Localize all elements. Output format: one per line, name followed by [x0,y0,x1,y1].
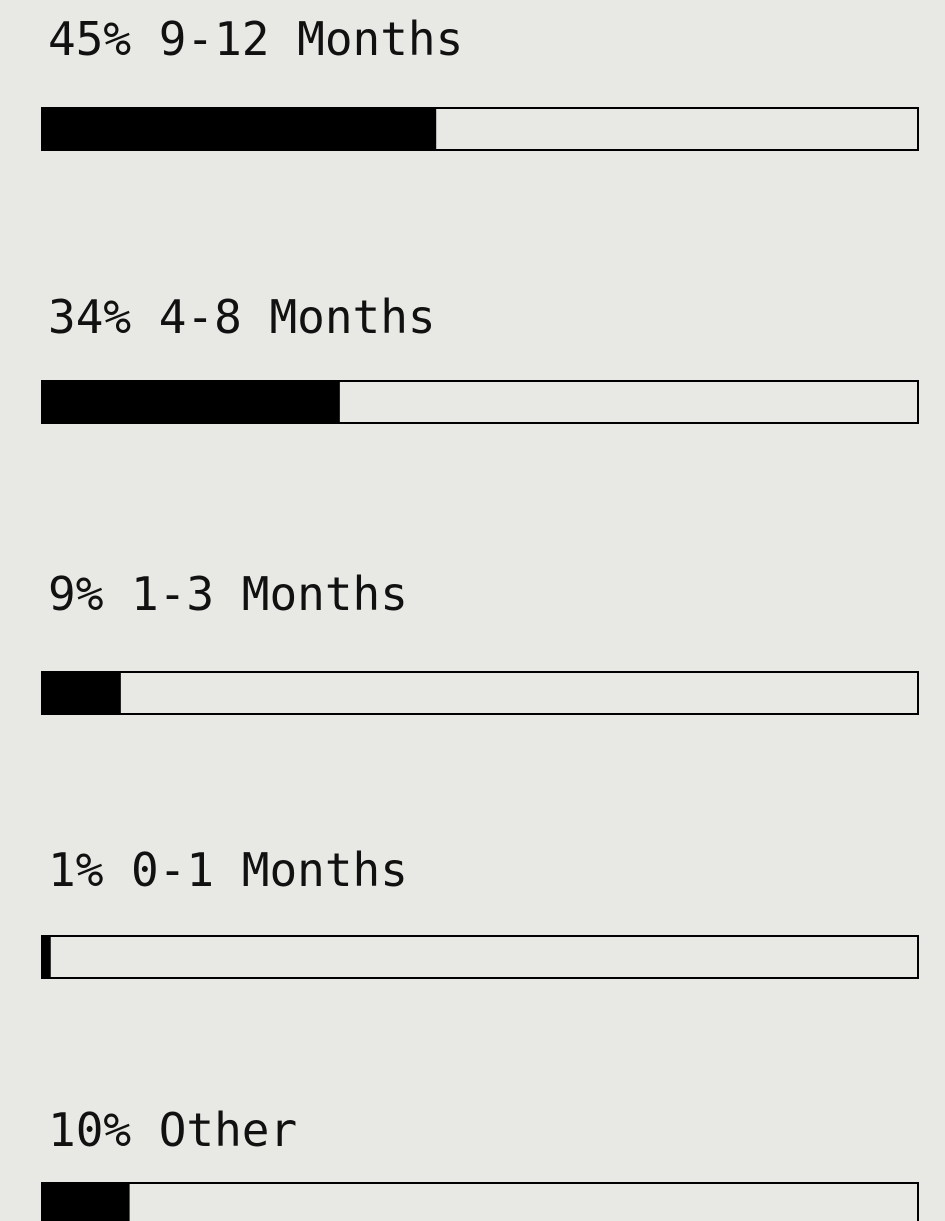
bar [42,672,121,714]
progress-row: 45% 9-12 Months [41,12,919,151]
category-label: 9-12 Months [159,12,464,66]
progress-row: 1% 0-1 Months [41,843,919,979]
row-label: 9% 1-3 Months [48,567,408,621]
row-label: 45% 9-12 Months [48,12,463,66]
row-label: 1% 0-1 Months [48,843,408,897]
progress-row: 9% 1-3 Months [41,567,919,715]
row-label: 10% Other [48,1103,297,1157]
row-label: 34% 4-8 Months [48,290,436,344]
category-label: 4-8 Months [159,290,436,344]
percent-label: 1% [48,843,103,897]
category-label: 0-1 Months [131,843,408,897]
category-label: Other [159,1103,297,1157]
bar [42,936,51,978]
progress-row: 10% Other [41,1103,919,1221]
percent-label: 45% [48,12,131,66]
percent-label: 10% [48,1103,131,1157]
bar [42,1183,130,1221]
progress-row: 34% 4-8 Months [41,290,919,424]
bar [42,108,437,150]
percent-label: 9% [48,567,103,621]
category-label: 1-3 Months [131,567,408,621]
percent-label: 34% [48,290,131,344]
bar [42,381,340,423]
